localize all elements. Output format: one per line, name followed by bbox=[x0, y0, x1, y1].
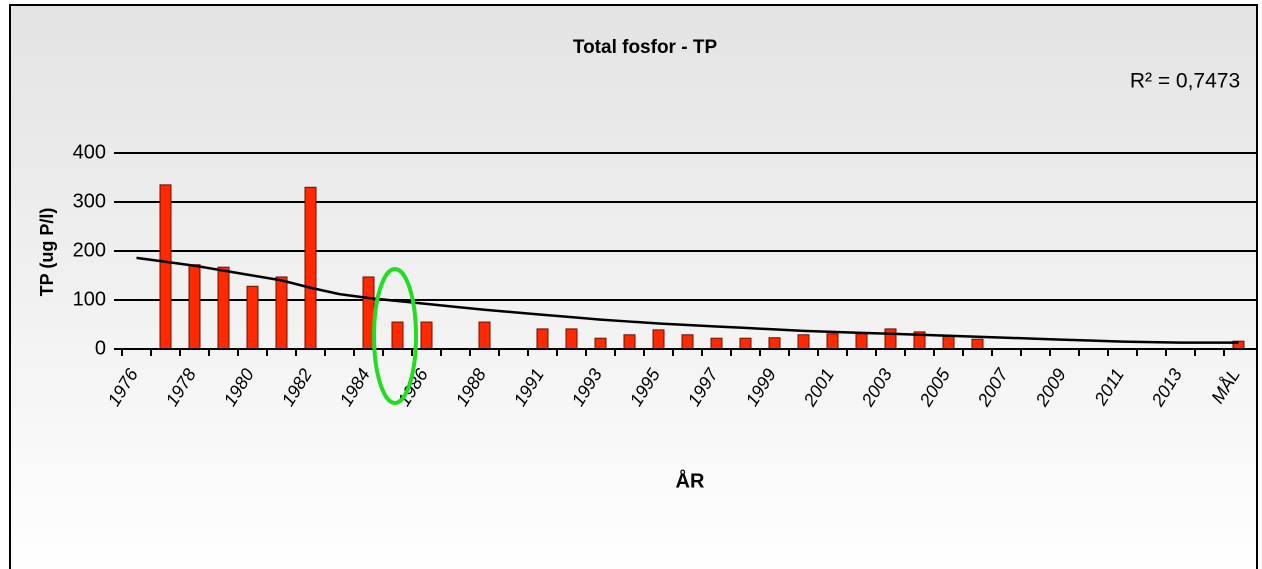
bar bbox=[710, 337, 723, 350]
chart-title: Total fosfor - TP bbox=[573, 37, 718, 58]
y-tick-label: 100 bbox=[73, 288, 106, 310]
bar bbox=[594, 337, 607, 350]
bar bbox=[420, 321, 433, 350]
bar bbox=[565, 328, 578, 350]
trend-line bbox=[136, 256, 1239, 344]
bar bbox=[826, 333, 839, 350]
bar bbox=[478, 321, 491, 350]
y-tick-label: 400 bbox=[73, 141, 106, 163]
y-tick-label: 0 bbox=[95, 337, 106, 359]
bar bbox=[971, 338, 984, 350]
bar bbox=[217, 266, 230, 350]
bar bbox=[246, 285, 259, 350]
bar bbox=[942, 335, 955, 350]
bar bbox=[739, 337, 752, 350]
bar bbox=[797, 334, 810, 350]
y-tick-label: 300 bbox=[73, 190, 106, 212]
bar bbox=[536, 328, 549, 350]
y-tick-label: 200 bbox=[73, 239, 106, 261]
bar bbox=[159, 184, 172, 350]
r-squared: R² = 0,7473 bbox=[1130, 70, 1240, 93]
bar bbox=[884, 328, 897, 350]
bar bbox=[855, 333, 868, 350]
bar bbox=[652, 329, 665, 350]
bar bbox=[681, 334, 694, 350]
bar bbox=[188, 264, 201, 350]
bar bbox=[275, 276, 288, 350]
bar bbox=[623, 334, 636, 350]
highlight-ellipse bbox=[372, 267, 418, 405]
y-axis-label: TP (ug P/l) bbox=[37, 208, 57, 297]
bar bbox=[304, 186, 317, 350]
bar bbox=[768, 337, 781, 350]
x-axis-label: ÅR bbox=[676, 468, 705, 492]
bar bbox=[391, 321, 404, 350]
